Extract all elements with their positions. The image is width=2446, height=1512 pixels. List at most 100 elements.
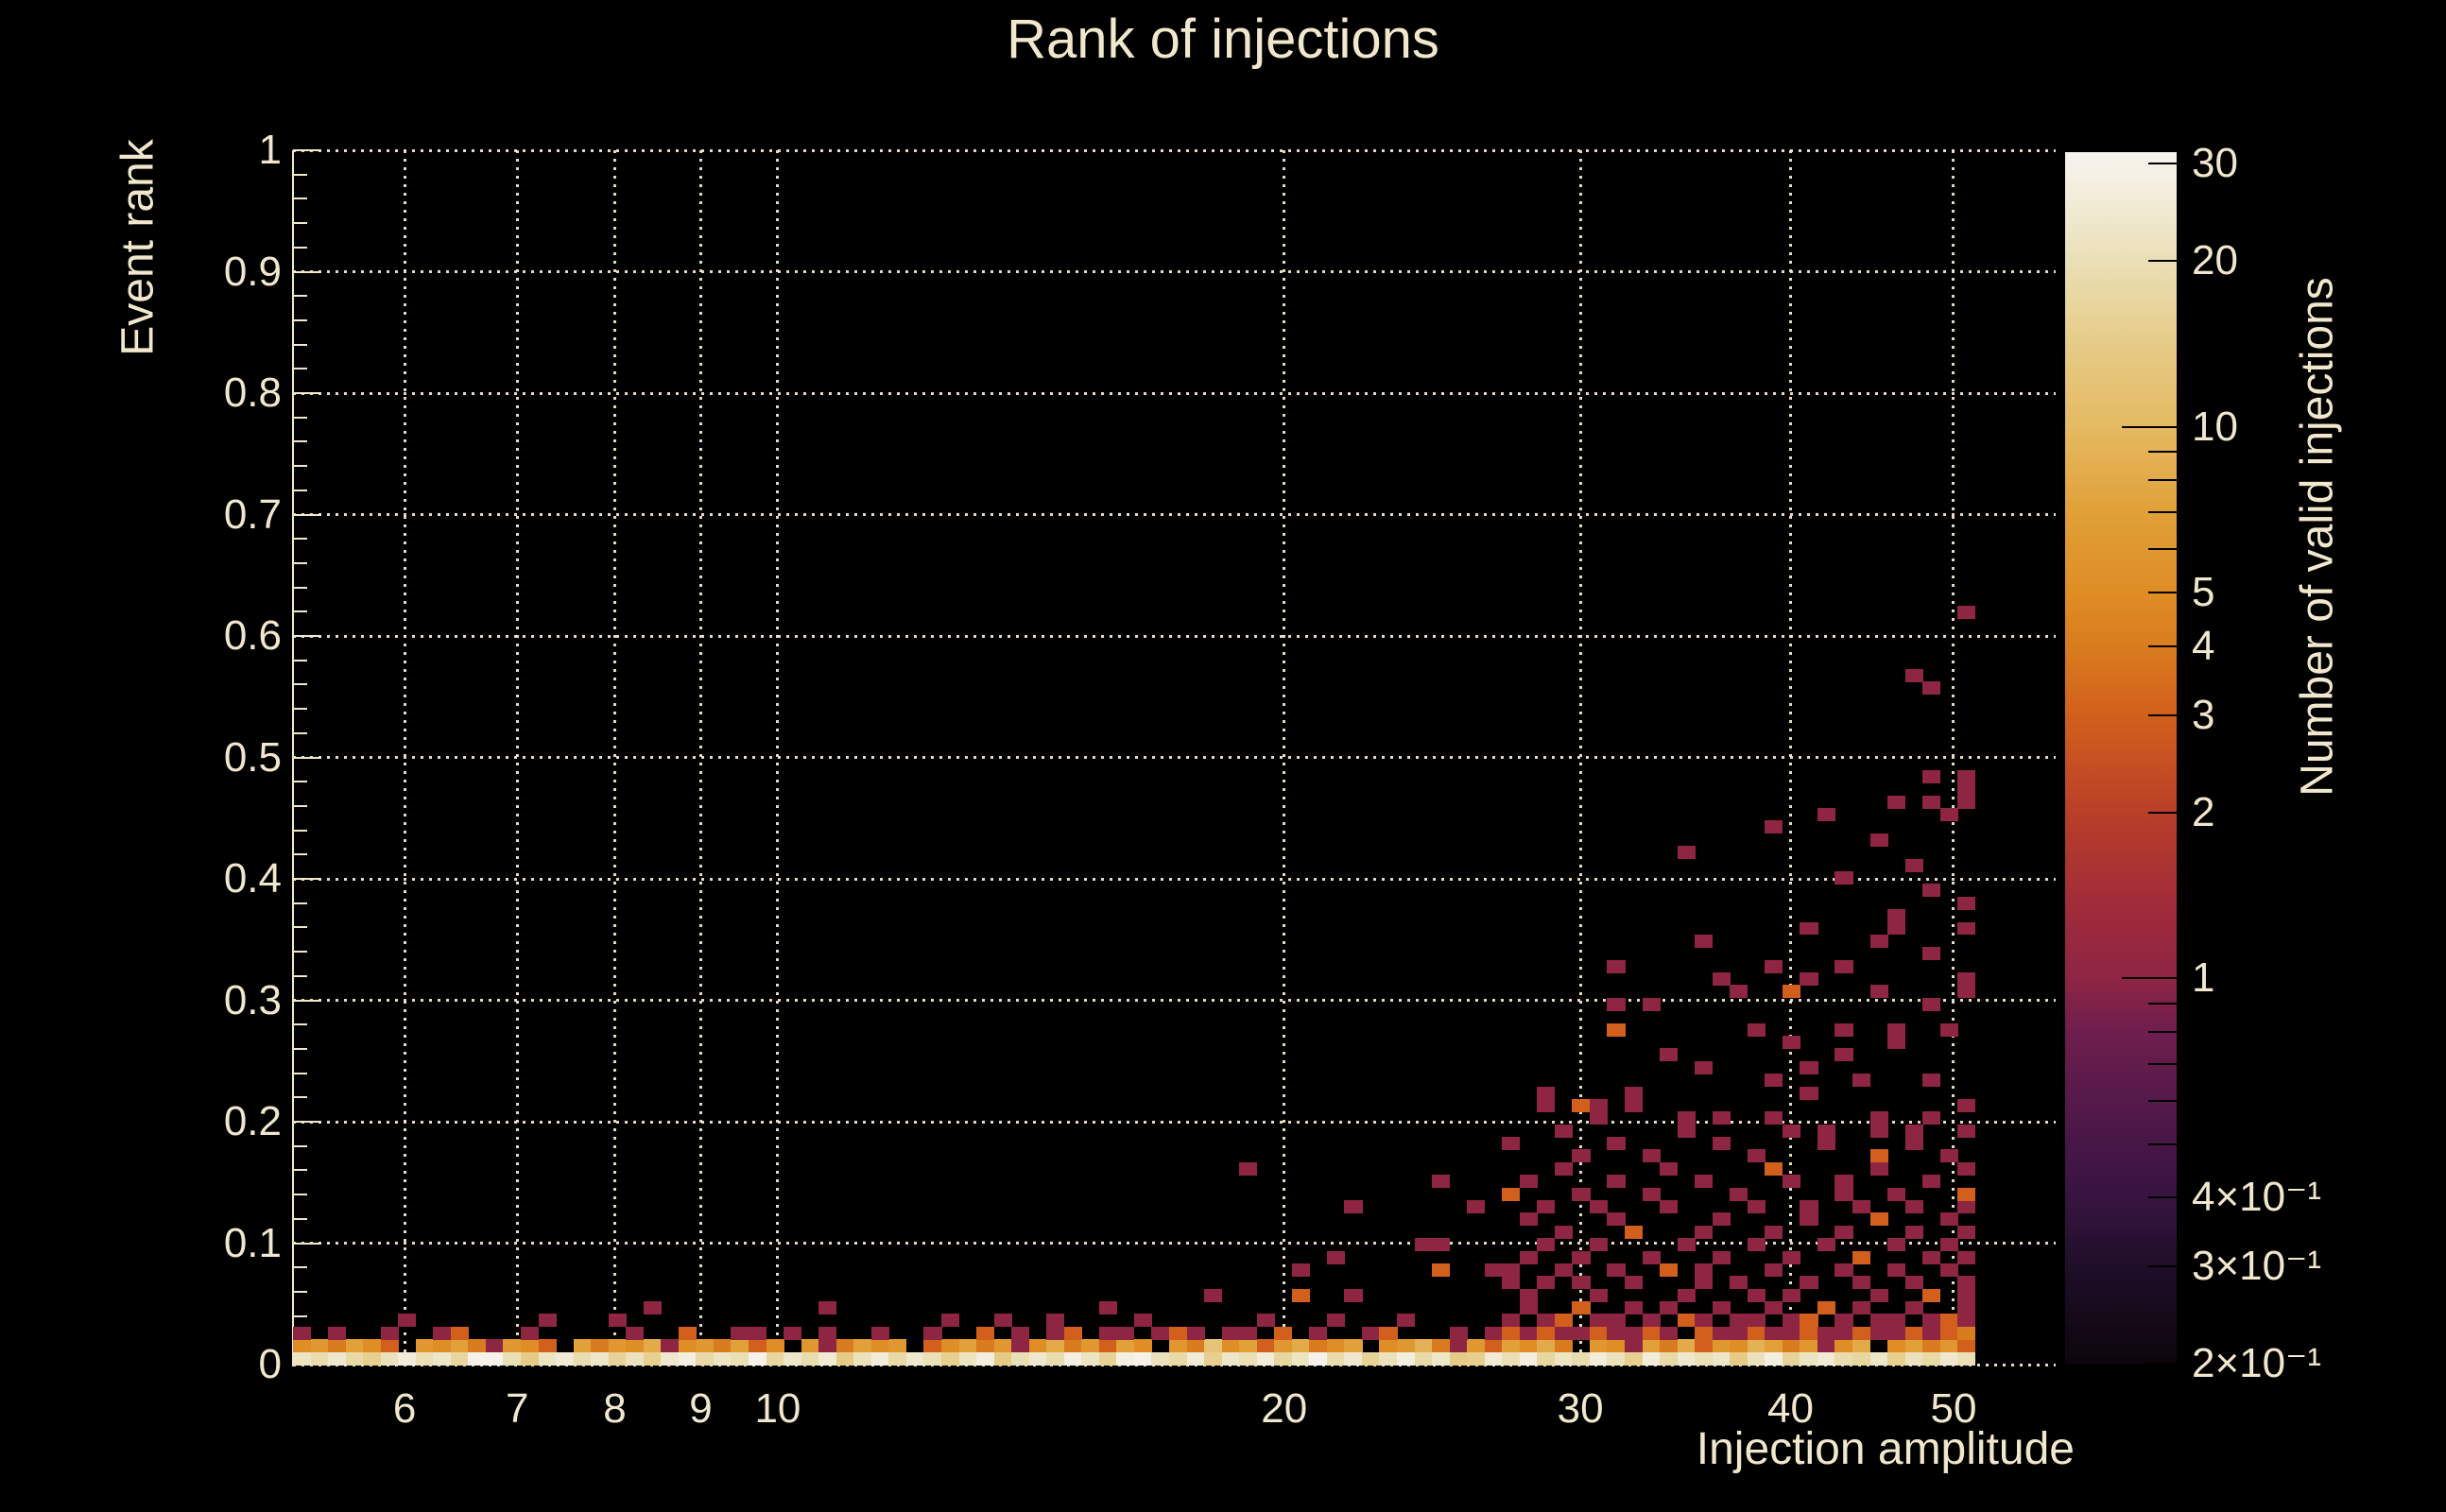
y-axis-line [292, 150, 294, 1366]
heatmap-cell [1239, 1161, 1258, 1176]
heatmap-cell [1712, 1111, 1731, 1125]
heatmap-cell [1834, 1048, 1853, 1062]
heatmap-cell [1309, 1351, 1328, 1366]
heatmap-cell [1642, 1339, 1661, 1353]
heatmap-cell [433, 1326, 452, 1340]
heatmap-cell [1712, 1212, 1731, 1227]
heatmap-cell [1834, 1339, 1853, 1353]
heatmap-cell [1484, 1263, 1503, 1277]
heatmap-cell [696, 1351, 715, 1366]
heatmap-cell [1414, 1351, 1433, 1366]
heatmap-cell [1904, 1339, 1923, 1353]
heatmap-cell [433, 1351, 452, 1366]
heatmap-cell [1939, 808, 1958, 822]
heatmap-cell [450, 1351, 469, 1366]
heatmap-cell [1800, 1212, 1818, 1227]
heatmap-cell [1817, 1137, 1836, 1151]
heatmap-cell [380, 1351, 399, 1366]
heatmap-cell [1379, 1326, 1398, 1340]
heatmap-cell [1625, 1276, 1644, 1290]
heatmap-cell [1098, 1339, 1117, 1353]
heatmap-cell [1747, 1022, 1766, 1037]
x-tick-label: 50 [1930, 1385, 1977, 1432]
heatmap-cell [1133, 1339, 1153, 1353]
heatmap-cell [976, 1351, 995, 1366]
heatmap-cell [766, 1339, 784, 1353]
heatmap-cell [1747, 1351, 1766, 1366]
heatmap-cell [1607, 997, 1626, 1011]
heatmap-cell [713, 1351, 732, 1366]
heatmap-cell [1834, 959, 1853, 973]
heatmap-cell [1028, 1339, 1047, 1353]
heatmap-cell [1747, 1314, 1766, 1328]
heatmap-cell [1168, 1351, 1188, 1366]
heatmap-cell [905, 1351, 925, 1366]
heatmap-cell [556, 1351, 575, 1366]
heatmap-cell [415, 1351, 434, 1366]
heatmap-cell [870, 1326, 889, 1340]
heatmap-cell [293, 1351, 312, 1366]
heatmap-cell [1449, 1326, 1468, 1340]
colorbar-tick-mark [2148, 1062, 2177, 1065]
heatmap-cell [1817, 1326, 1836, 1340]
heatmap-cell [1869, 1212, 1888, 1227]
y-tick-label: 0.8 [223, 369, 282, 416]
heatmap-cell [1502, 1351, 1521, 1366]
heatmap-cell [1922, 884, 1941, 898]
heatmap-cell [1677, 1111, 1696, 1125]
heatmap-cell [661, 1339, 680, 1353]
y-tick-mark [293, 1096, 307, 1099]
heatmap-cell [1589, 1111, 1609, 1125]
heatmap-cell [1660, 1263, 1679, 1277]
y-tick-mark [293, 731, 307, 734]
heatmap-cell [1939, 1351, 1958, 1366]
heatmap-cell [1957, 1326, 1976, 1340]
heatmap-cell [696, 1339, 715, 1353]
heatmap-cell [1730, 1187, 1748, 1201]
heatmap-cell [1800, 1199, 1818, 1213]
heatmap-cell [1204, 1288, 1223, 1302]
heatmap-cell [538, 1339, 557, 1353]
heatmap-cell [1817, 1339, 1836, 1353]
heatmap-cell [1957, 972, 1976, 987]
y-tick-mark [293, 198, 307, 200]
heatmap-cell [1274, 1351, 1293, 1366]
heatmap-cell [1537, 1199, 1556, 1213]
heatmap-cell [1957, 782, 1976, 797]
y-tick-mark [293, 610, 307, 613]
heatmap-cell [1887, 921, 1906, 936]
heatmap-cell [1904, 1225, 1923, 1239]
heatmap-cell [1186, 1326, 1205, 1340]
heatmap-cell [1484, 1326, 1503, 1340]
y-tick-label: 0.1 [223, 1219, 282, 1266]
heatmap-cell [538, 1351, 557, 1366]
heatmap-cell [1589, 1199, 1609, 1213]
heatmap-cell [1677, 1124, 1696, 1138]
heatmap-cell [1957, 1098, 1976, 1112]
heatmap-cell [1922, 1111, 1941, 1125]
heatmap-cell [1589, 1351, 1609, 1366]
heatmap-cell [328, 1351, 347, 1366]
y-tick-label: 0.2 [223, 1098, 282, 1144]
heatmap-cell [1572, 1149, 1591, 1163]
heatmap-cell [1922, 1326, 1941, 1340]
heatmap-cell [678, 1351, 697, 1366]
y-tick-mark [293, 1266, 307, 1269]
heatmap-cell [1046, 1326, 1065, 1340]
heatmap-cell [818, 1351, 837, 1366]
heatmap-cell [468, 1339, 487, 1353]
y-tick-mark [293, 829, 307, 832]
heatmap-cell [1046, 1339, 1065, 1353]
heatmap-cell [1957, 1314, 1976, 1328]
heatmap-cell [328, 1326, 347, 1340]
x-tick-label: 10 [754, 1385, 801, 1432]
heatmap-cell [1537, 1314, 1556, 1328]
heatmap-cell [1379, 1351, 1398, 1366]
heatmap-cell [1957, 985, 1976, 999]
heatmap-cell [1817, 1351, 1836, 1366]
heatmap-cell [1116, 1339, 1135, 1353]
heatmap-cell [1537, 1326, 1556, 1340]
heatmap-cell [1063, 1339, 1082, 1353]
y-tick-label: 0.6 [223, 612, 282, 659]
heatmap-cell [1677, 1238, 1696, 1252]
